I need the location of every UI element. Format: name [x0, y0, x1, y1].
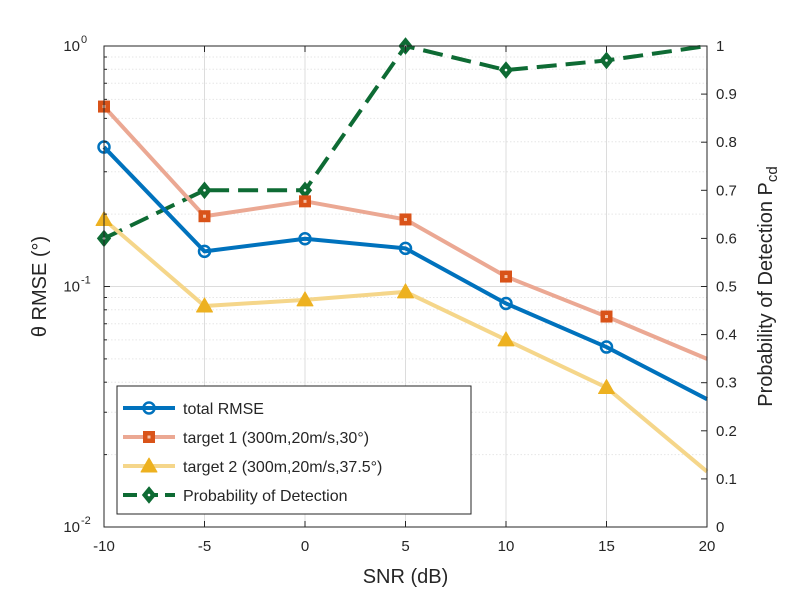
marker-square-center [504, 275, 508, 279]
x-tick-label: 5 [401, 538, 409, 555]
legend-swatch-marker [140, 457, 158, 473]
y-left-tick-label: 10 [63, 519, 80, 536]
y-right-tick-label: 0.2 [716, 423, 737, 440]
y-axis-right-label-subscript: cd [764, 166, 781, 182]
y-right-tick-label: 1 [716, 38, 724, 55]
marker-diamond-center [303, 189, 307, 192]
y-right-tick-label: 0.1 [716, 471, 737, 488]
y-right-tick-label: 0.7 [716, 182, 737, 199]
legend-label: target 2 (300m,20m/s,37.5°) [183, 459, 382, 476]
data-point [399, 213, 412, 226]
legend-item-0: total RMSE [123, 401, 264, 418]
y-left-tick-label: 10 [63, 279, 80, 296]
marker-square-center [147, 435, 151, 439]
legend-swatch-marker [143, 431, 155, 443]
marker-diamond-center [504, 68, 508, 72]
data-point [198, 210, 211, 223]
y-right-tick-label: 0.9 [716, 86, 737, 103]
marker-diamond-center [605, 59, 608, 62]
marker-diamond-center [203, 189, 206, 192]
series-2 [95, 210, 709, 474]
legend-swatch-marker [142, 401, 156, 415]
data-point [498, 61, 514, 79]
marker-square-center [203, 214, 206, 218]
legend-item-2: target 2 (300m,20m/s,37.5°) [123, 457, 382, 476]
legend-item-1: target 1 (300m,20m/s,30°) [123, 430, 369, 447]
y-axis-left-label: θ RMSE (°) [29, 236, 51, 337]
data-point [600, 310, 613, 323]
marker-square-center [605, 315, 608, 319]
data-point [499, 296, 513, 311]
x-tick-label: -5 [198, 538, 211, 555]
legend-item-3: Probability of Detection [123, 486, 348, 505]
data-point [296, 291, 314, 307]
data-point [598, 379, 615, 395]
marker-diamond-center [147, 493, 151, 497]
data-point [298, 231, 312, 246]
y-axis-right-label-main: Probability of Detection P [755, 182, 777, 407]
y-right-tick-label: 0.4 [716, 327, 737, 344]
y-left-tick-exponent: -1 [81, 275, 91, 287]
x-tick-label: 15 [598, 538, 615, 555]
marker-square-center [404, 217, 407, 221]
legend-label: total RMSE [183, 401, 264, 418]
y-left-tick-label: 10 [63, 38, 80, 55]
y-right-tick-label: 0.3 [716, 375, 737, 392]
data-point [497, 331, 515, 347]
y-right-tick-label: 0 [716, 519, 724, 536]
x-tick-label: 0 [301, 538, 309, 555]
x-tick-label: 20 [699, 538, 716, 555]
legend-label: Probability of Detection [183, 488, 348, 505]
y-axis-right-label: Probability of Detection Pcd [755, 166, 781, 406]
data-point [397, 283, 414, 299]
x-axis-label: SNR (dB) [363, 566, 449, 588]
y-right-tick-label: 0.6 [716, 230, 737, 247]
x-tick-label: -10 [93, 538, 115, 555]
marker-square-center [303, 199, 307, 203]
legend-swatch-marker [141, 486, 157, 504]
data-point [398, 241, 413, 256]
legend-box [116, 385, 472, 515]
data-point [196, 297, 213, 313]
series-line [102, 145, 708, 401]
legend: total RMSE target 1 (300m,20m/s,30°) targe… [116, 385, 472, 515]
data-point [599, 340, 614, 354]
y-right-tick-label: 0.5 [716, 279, 737, 296]
data-point [500, 270, 512, 283]
legend-label: target 1 (300m,20m/s,30°) [183, 430, 369, 447]
data-point [197, 244, 212, 259]
data-point [299, 195, 311, 208]
y-left-tick-exponent: -2 [81, 515, 91, 527]
data-point [197, 181, 212, 200]
data-point [599, 51, 614, 70]
series-0 [97, 140, 708, 401]
x-tick-label: 10 [498, 538, 515, 555]
series-1 [98, 100, 708, 361]
y-left-tick-exponent: 0 [81, 34, 87, 46]
y-right-tick-label: 0.8 [716, 134, 737, 151]
